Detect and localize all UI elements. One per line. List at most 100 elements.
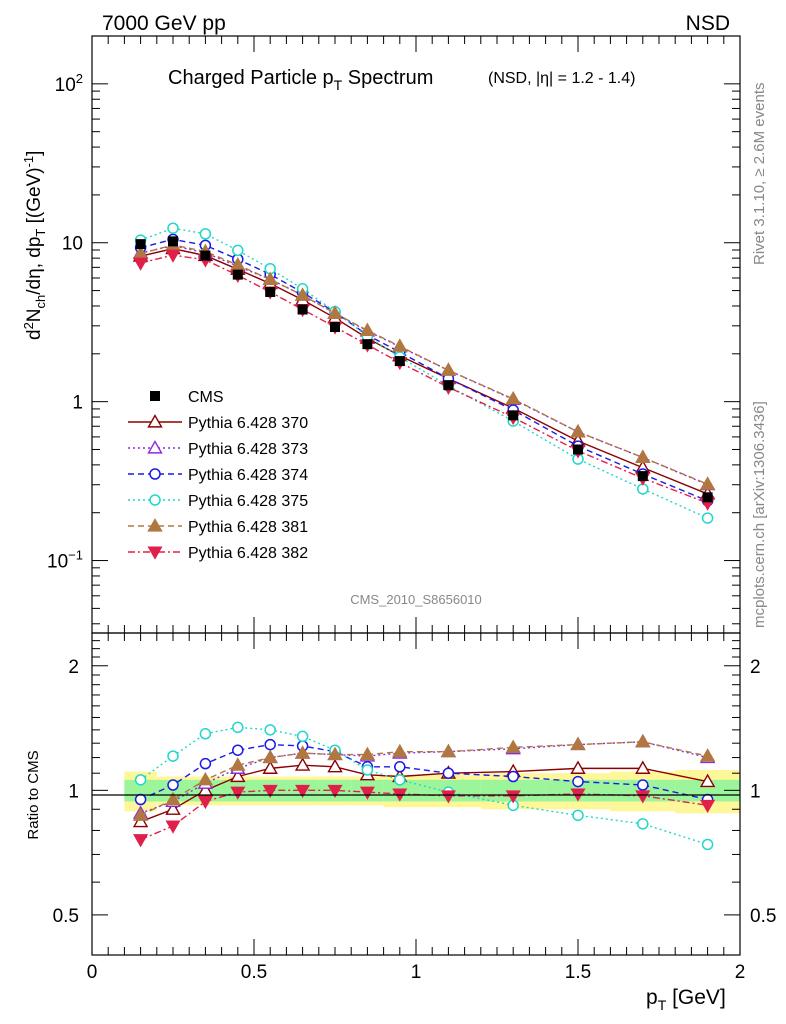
series-point-4 (635, 449, 651, 464)
ratio-point-4 (165, 791, 181, 806)
series-point-4 (327, 305, 343, 319)
ratio-tick-label-left: 0.5 (53, 906, 79, 927)
legend: CMS Pythia 6.428 370 Pythia 6.428 373 Pythi… (128, 389, 308, 562)
ratio-point-4 (570, 736, 586, 751)
y-tick-label: 10−1 (47, 548, 83, 573)
ratio-point-3 (199, 728, 212, 740)
series-point-5 (165, 249, 181, 263)
series-point-4 (262, 271, 278, 285)
series-point-4 (294, 287, 311, 301)
series-point-5 (133, 257, 149, 271)
axis-ticks: 0 0.5 1 1.5 2 10−1 1 10 102 0.5 0.5 1 1 2 2 (47, 35, 776, 983)
series-point-3 (232, 244, 244, 257)
ratio-point-5 (295, 784, 311, 799)
series-line-3 (140, 227, 708, 519)
ratio-point-5 (262, 784, 278, 799)
data-point (200, 250, 211, 261)
series-point-4 (359, 322, 376, 337)
y-axis-label: d2Nch/dη, dpT [(GeV)-1] (21, 151, 48, 340)
series-point-4 (699, 476, 716, 490)
legend-marker (147, 414, 163, 428)
series-line-2 (140, 238, 708, 502)
band-inner (675, 779, 740, 802)
ratio-point-5 (359, 786, 375, 800)
x-tick-label: 0 (87, 962, 98, 983)
ratio-point-5 (635, 790, 651, 804)
data-point (297, 304, 308, 315)
ratio-point-3 (361, 764, 374, 776)
legend-marker (149, 494, 161, 506)
ratio-point-2 (572, 775, 584, 788)
series-point-3 (701, 512, 714, 524)
ratio-line-4 (140, 741, 708, 816)
ratio-point-4 (327, 746, 343, 761)
y-tick-label: 10 (62, 234, 83, 255)
series-point-3 (199, 228, 212, 240)
ratio-point-4 (132, 807, 149, 821)
ratio-point-3 (572, 809, 584, 822)
legend-label: Pythia 6.428 373 (188, 441, 308, 458)
ratio-point-0 (327, 758, 343, 773)
band-inner (124, 779, 157, 802)
legend-marker (147, 440, 163, 454)
ratio-point-4 (294, 745, 311, 759)
ratio-point-3 (701, 838, 714, 851)
ratio-point-0 (570, 760, 586, 774)
ratio-axis-label: Ratio to CMS (25, 750, 42, 839)
x-tick-label: 1.5 (565, 962, 591, 983)
data-point (443, 380, 454, 391)
x-axis-label: pT [GeV] (646, 986, 726, 1013)
legend-label: Pythia 6.428 381 (188, 519, 308, 536)
data-point (637, 471, 648, 482)
ratio-point-2 (134, 793, 147, 806)
legend-marker (147, 546, 163, 560)
ratio-point-2 (199, 757, 212, 770)
series-point-4 (505, 390, 521, 405)
legend-label: Pythia 6.428 374 (188, 467, 308, 484)
data-point (508, 410, 519, 421)
ratio-point-3 (637, 818, 649, 830)
legend-label: Pythia 6.428 370 (188, 415, 308, 432)
legend-marker (147, 518, 163, 532)
ratio-point-0 (699, 773, 716, 788)
ratio-point-3 (167, 750, 179, 762)
ratio-point-0 (635, 760, 651, 774)
ratio-point-0 (294, 757, 311, 771)
data-point (394, 356, 405, 367)
ratio-tick-label-right: 0.5 (750, 906, 776, 927)
plot-title-detail: (NSD, |η| = 1.2 - 1.4) (488, 70, 635, 87)
ratio-point-5 (700, 799, 716, 814)
ratio-point-2 (232, 744, 244, 756)
data-point (362, 339, 373, 350)
ratio-point-5 (197, 795, 213, 810)
process-label: NSD (686, 12, 730, 35)
ratio-line-2 (140, 743, 708, 801)
ratio-point-3 (264, 724, 276, 736)
ratio-point-2 (167, 779, 179, 791)
ratio-point-4 (230, 757, 246, 771)
ratio-point-5 (327, 784, 343, 799)
data-point (135, 239, 146, 250)
series-point-4 (570, 423, 586, 438)
ratio-point-0 (165, 801, 181, 815)
x-tick-label: 0.5 (241, 962, 267, 983)
ratio-point-2 (637, 779, 649, 791)
data-point (265, 286, 276, 297)
data-point (702, 492, 713, 503)
ratio-tick-label-left: 2 (68, 657, 79, 678)
energy-label: 7000 GeV pp (102, 12, 226, 35)
ratio-tick-label-left: 1 (68, 781, 79, 802)
ratio-point-2 (507, 770, 519, 783)
x-tick-label: 1 (411, 962, 422, 983)
ratio-point-4 (505, 739, 521, 753)
y-tick-label: 102 (55, 71, 83, 96)
ratio-series-group (132, 721, 716, 851)
ratio-point-2 (264, 738, 276, 751)
ratio-point-5 (505, 790, 521, 804)
main-panel-bg (92, 36, 740, 633)
x-tick-label: 2 (735, 962, 746, 983)
data-point (573, 444, 583, 455)
ratio-point-4 (440, 743, 457, 758)
series-line-5 (140, 254, 708, 504)
